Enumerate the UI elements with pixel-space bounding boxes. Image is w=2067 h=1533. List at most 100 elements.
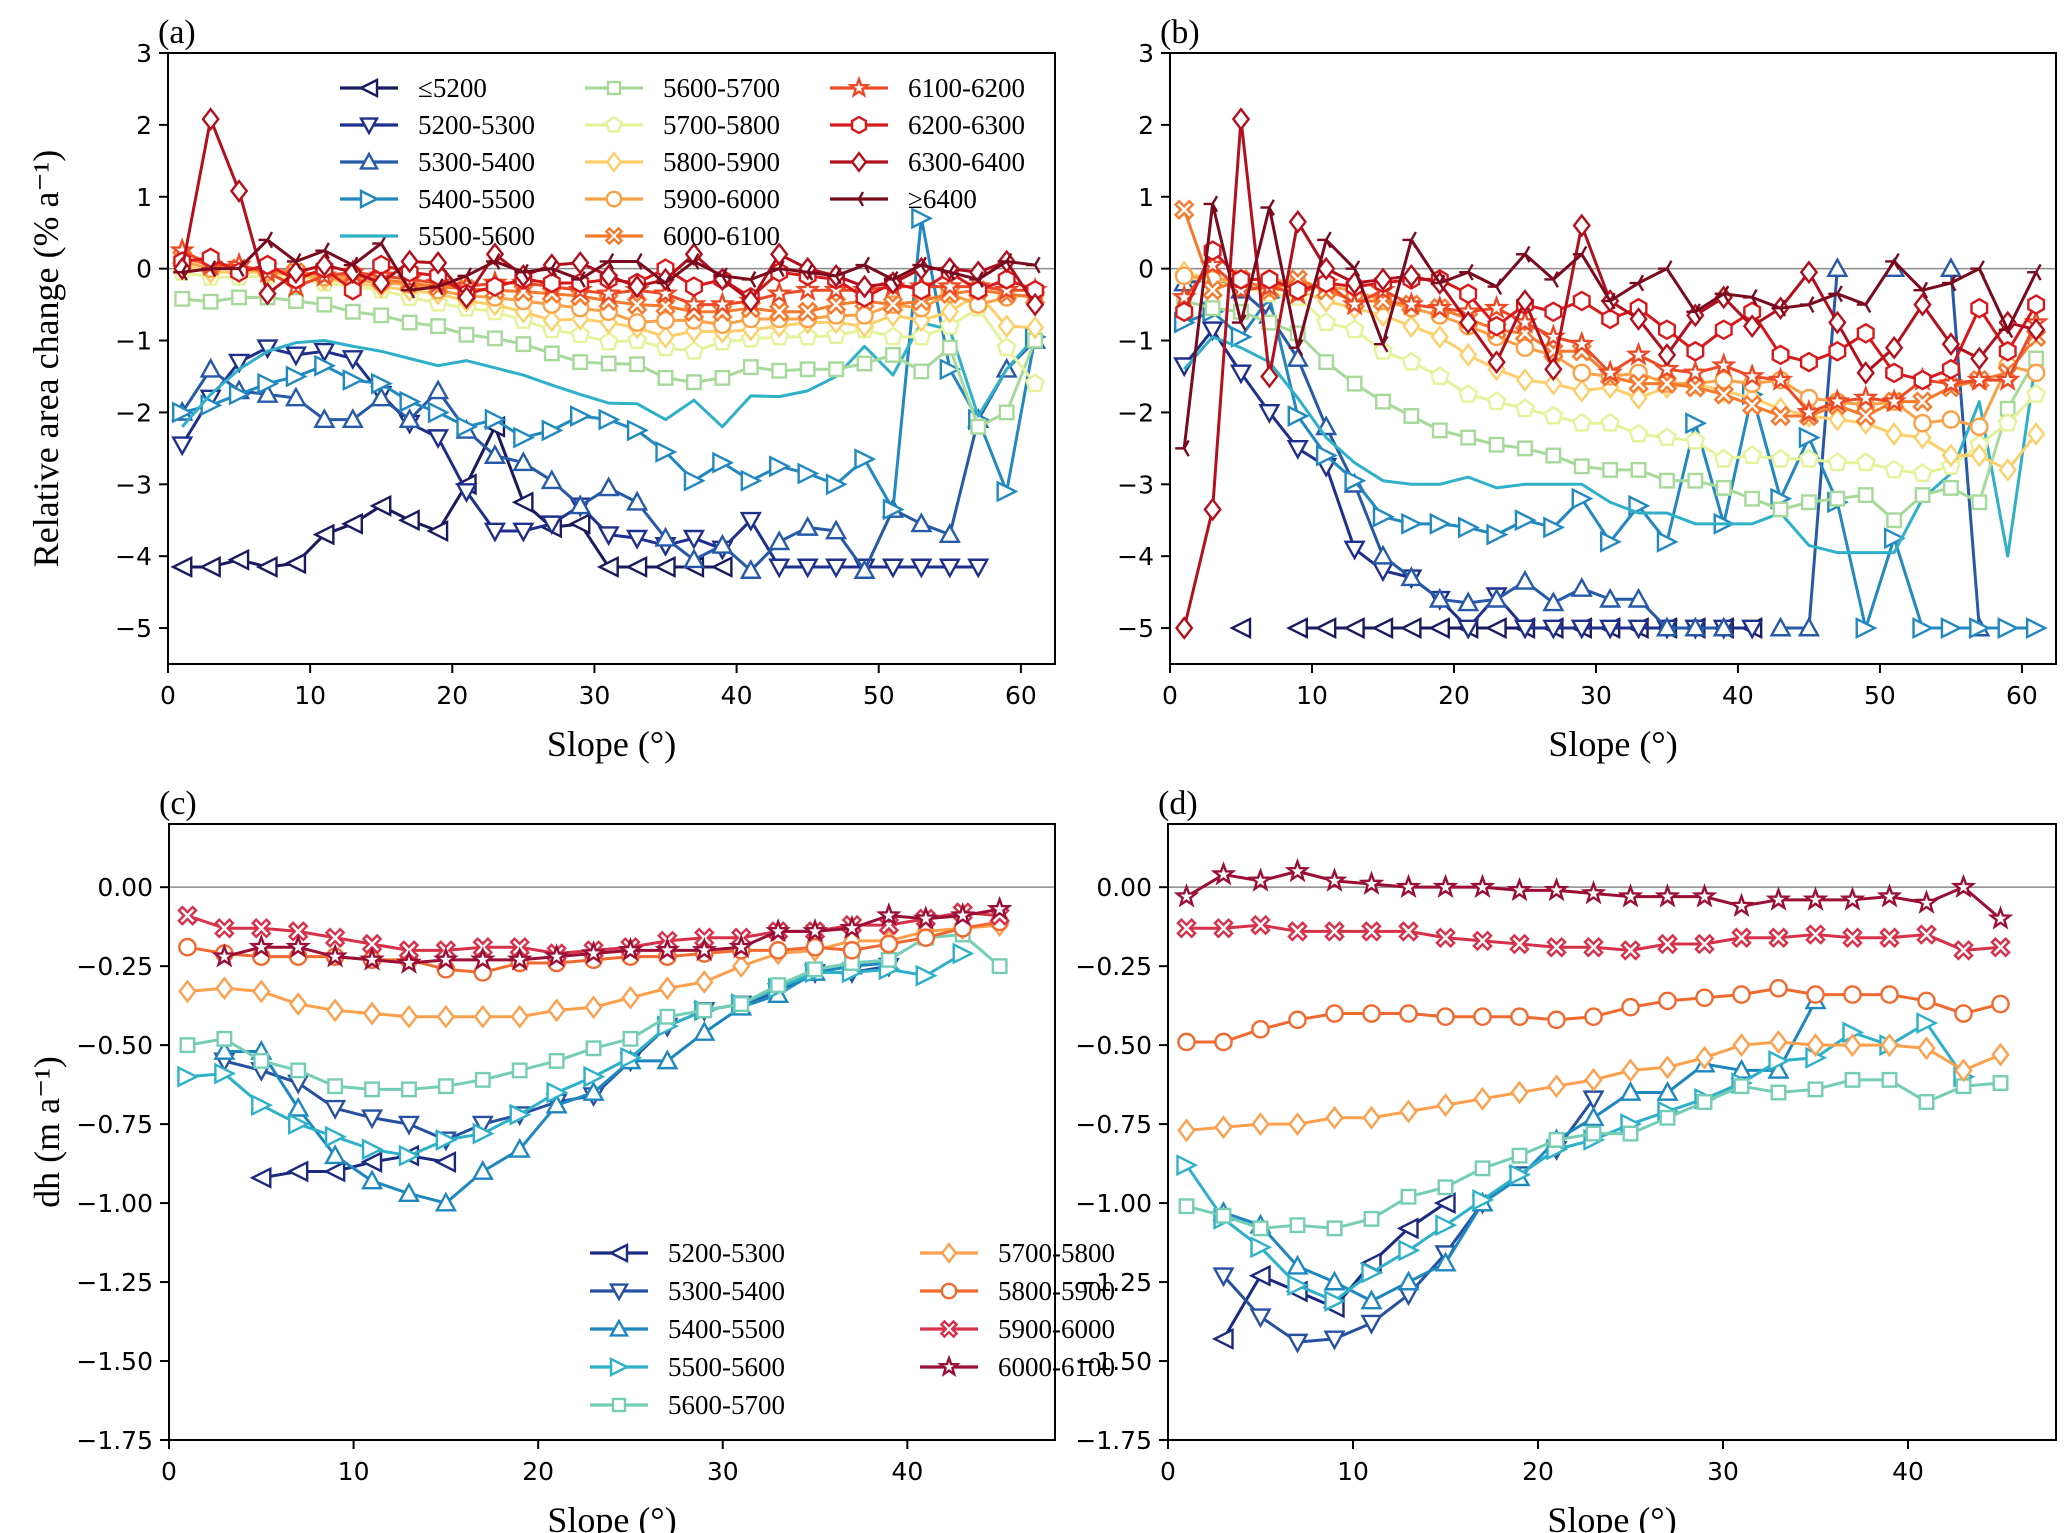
data-point (1426, 294, 1453, 320)
data-point (1436, 1093, 1455, 1118)
data-point (314, 354, 337, 377)
data-point (1572, 378, 1591, 403)
data-point (1510, 1080, 1529, 1105)
data-point (740, 469, 763, 492)
data-point (1260, 269, 1279, 290)
series-5700-5800 (1177, 1030, 2010, 1143)
legend-marker (358, 117, 380, 136)
data-point (1572, 213, 1591, 238)
data-point (1231, 107, 1251, 131)
marker-stroke (351, 264, 359, 274)
data-point (1600, 412, 1621, 432)
marker-stroke (294, 253, 302, 263)
data-point (1695, 988, 1714, 1008)
data-point (1843, 1033, 1862, 1057)
legend-label: 5300-5400 (418, 147, 535, 177)
data-point (1769, 616, 1792, 637)
data-point (910, 512, 933, 533)
data-point (1602, 461, 1619, 478)
data-point (1657, 933, 1678, 955)
data-point (1806, 1033, 1825, 1057)
data-point (199, 357, 222, 378)
data-point (506, 946, 533, 971)
y-tick-label: −1.00 (76, 1189, 153, 1218)
data-point (828, 361, 845, 378)
marker-stroke (1296, 339, 1304, 349)
data-point (214, 1062, 237, 1085)
data-point (1517, 440, 1533, 457)
legend-item: 6300-6400 (830, 147, 1025, 177)
data-point (1288, 210, 1307, 234)
x-tick-label: 30 (1707, 1457, 1739, 1486)
data-point (177, 1065, 200, 1088)
marker-stroke (1183, 439, 1190, 449)
series-5300-5400 (1212, 1090, 1605, 1354)
data-point (1212, 1267, 1235, 1288)
marker-stroke (1921, 289, 1929, 299)
legend-marker (850, 115, 868, 135)
data-point (572, 354, 589, 371)
data-point (510, 1004, 529, 1029)
data-point (1654, 355, 1680, 381)
data-point (1506, 876, 1533, 902)
data-point (1472, 930, 1493, 952)
series--6400 (173, 231, 1041, 299)
data-point (1621, 1058, 1640, 1083)
marker-stroke (1353, 260, 1361, 270)
data-point (855, 256, 871, 274)
legend-marker (608, 1243, 629, 1263)
data-point (1509, 933, 1530, 955)
x-tick-label: 10 (294, 681, 326, 710)
data-point (997, 253, 1013, 270)
y-tick-label: −1.25 (76, 1268, 153, 1297)
data-point (569, 494, 592, 515)
data-point (312, 523, 335, 546)
y-tick-label: −5 (1117, 614, 1154, 643)
data-point (856, 355, 873, 372)
data-point (315, 242, 330, 260)
marker-stroke (1807, 303, 1815, 314)
data-point (483, 522, 506, 543)
data-point (842, 941, 862, 960)
legend-marker (850, 151, 868, 173)
marker-stroke (920, 256, 927, 266)
data-point (827, 267, 842, 285)
data-point (227, 548, 250, 571)
data-point (255, 556, 278, 578)
data-point (1546, 936, 1567, 958)
data-point (1458, 383, 1479, 403)
data-point (249, 1166, 272, 1189)
data-point (1399, 617, 1422, 640)
data-point (1970, 297, 1989, 319)
data-point (1990, 936, 2011, 958)
data-point (174, 290, 191, 307)
data-point (882, 294, 904, 315)
x-tick-label: 20 (436, 681, 468, 710)
y-tick-label: −1 (1117, 327, 1154, 356)
data-point (1435, 927, 1456, 948)
x-tick-label: 40 (891, 1457, 923, 1486)
data-point (1249, 1308, 1272, 1329)
data-point (1488, 436, 1505, 453)
series-line (187, 952, 964, 1158)
data-point (1457, 619, 1480, 640)
data-point (400, 249, 419, 274)
data-point (1714, 285, 1730, 303)
y-tick-label: −0.50 (1075, 1031, 1152, 1060)
data-point (1287, 405, 1310, 427)
data-point (1362, 1004, 1381, 1023)
data-point (1798, 448, 1819, 468)
marker-stroke (2035, 271, 2042, 281)
data-point (626, 419, 649, 442)
data-point (1686, 340, 1705, 362)
data-point (1514, 398, 1535, 418)
data-point (713, 267, 728, 285)
data-point (1941, 358, 1960, 380)
data-point (1317, 256, 1336, 281)
legend-marker (605, 190, 623, 208)
data-point (853, 559, 876, 579)
data-point (712, 451, 735, 474)
data-point (742, 359, 759, 376)
data-point (470, 946, 496, 971)
data-point (1399, 1099, 1418, 1124)
